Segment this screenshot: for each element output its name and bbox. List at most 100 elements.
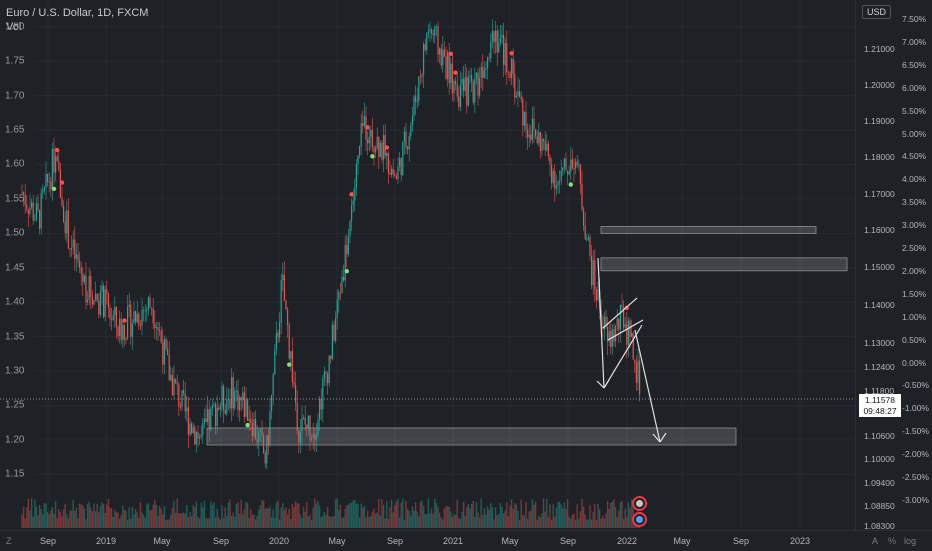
volume-bar	[90, 507, 92, 528]
price-chart[interactable]	[0, 0, 855, 530]
candle-body	[632, 332, 634, 360]
volume-bar	[30, 498, 33, 528]
volume-bar	[67, 518, 70, 528]
volume-bar	[58, 509, 60, 528]
log-scale-button[interactable]: log	[904, 536, 917, 546]
candle-body	[554, 171, 556, 189]
volume-bar	[453, 513, 455, 528]
candle-body	[461, 79, 463, 85]
earth-icon[interactable]	[632, 512, 647, 527]
time-scale[interactable]: Sep 2019 May Sep 2020 May Sep 2021 May Sep 2022 May…	[0, 530, 932, 551]
candle-body	[423, 44, 425, 75]
volume-bar	[493, 519, 495, 528]
volume-bar	[589, 505, 591, 528]
volume-bar	[213, 502, 215, 528]
volume-bar	[514, 503, 516, 528]
volume-bar	[586, 519, 588, 528]
signal-dot	[568, 182, 573, 187]
chart-area[interactable]: Euro / U.S. Dollar, 1D, FXCM Vol 1.80 1.7…	[0, 0, 855, 530]
volume-bar	[355, 503, 358, 528]
candle-body	[347, 236, 349, 255]
candle-body	[37, 203, 39, 211]
volume-bar	[562, 508, 564, 528]
symbol-title[interactable]: Euro / U.S. Dollar, 1D, FXCM	[6, 7, 149, 19]
candle-body	[579, 164, 581, 185]
volume-label[interactable]: Vol	[6, 21, 22, 33]
volume-bar	[555, 507, 558, 528]
currency-badge[interactable]: USD	[862, 5, 892, 19]
percent-scale-button[interactable]: %	[888, 536, 897, 546]
candle-body	[407, 146, 409, 150]
candle-body	[504, 43, 506, 66]
auto-scale-button[interactable]: A	[872, 536, 879, 546]
candle-body	[616, 318, 618, 326]
candle-body	[152, 308, 154, 324]
volume-bar	[542, 498, 545, 528]
candle-body	[498, 42, 500, 53]
volume-bar	[163, 506, 166, 528]
volume-bar	[208, 517, 210, 528]
volume-bar	[421, 500, 423, 528]
volume-bar	[146, 504, 148, 528]
volume-bar	[189, 512, 191, 528]
volume-bar	[250, 509, 252, 528]
candle-body	[295, 385, 297, 404]
candle-body	[405, 131, 407, 147]
candle-body	[557, 182, 559, 186]
volume-bar	[301, 517, 303, 528]
left-tick-label: 1.75	[5, 55, 25, 67]
volume-bar	[518, 519, 521, 528]
volume-bar	[384, 518, 386, 528]
candle-body	[82, 273, 84, 283]
volume-bar	[214, 517, 217, 528]
candle-body	[451, 63, 453, 94]
volume-bar	[272, 509, 274, 528]
candle-body	[373, 146, 375, 153]
volume-bar	[262, 500, 265, 528]
volume-bar	[357, 503, 359, 528]
volume-bar	[230, 515, 233, 528]
signal-dots	[51, 51, 629, 428]
percent-tick-label: -1.00%	[902, 403, 929, 414]
candle-body	[429, 29, 431, 32]
zoom-reset-button[interactable]: Z	[6, 536, 12, 546]
volume-bar	[309, 514, 311, 528]
signal-dot	[384, 145, 389, 150]
percent-tick-label: 5.00%	[902, 128, 927, 139]
symbol-legend[interactable]: Euro / U.S. Dollar, 1D, FXCM Vol	[6, 6, 148, 34]
candle-body	[595, 289, 597, 301]
candle-body	[307, 415, 309, 429]
trend-line	[596, 380, 605, 389]
event-flag-icon[interactable]	[632, 496, 647, 511]
volume-bar	[64, 503, 66, 528]
candle-body	[450, 63, 452, 84]
candle-body	[175, 378, 177, 383]
volume-bar	[445, 506, 447, 528]
volume-bar	[522, 514, 524, 528]
volume-bar	[544, 511, 546, 528]
volume-bar	[270, 516, 273, 528]
candle-body	[335, 318, 337, 341]
candle-body	[162, 342, 164, 365]
volume-bar	[437, 506, 439, 528]
volume-bar	[94, 511, 97, 528]
volume-bar	[598, 509, 601, 528]
candle-body	[317, 419, 319, 435]
candle-body	[418, 76, 420, 102]
candle-body	[487, 57, 489, 69]
candle-body	[139, 325, 141, 327]
volume-bar	[546, 498, 548, 528]
zone-rectangle	[600, 257, 848, 272]
price-scale[interactable]: USD 1.21000 1.20000 1.19000 1.18000 1.17000 1…	[855, 0, 932, 531]
candle-body	[370, 129, 372, 137]
candle-body	[402, 141, 404, 176]
candle-body	[141, 310, 143, 326]
volume-bar	[62, 509, 65, 528]
volume-bar	[69, 510, 71, 528]
volume-bar	[619, 502, 622, 528]
time-tick-label: 2019	[95, 536, 117, 546]
candle-body	[411, 116, 413, 126]
candle-body	[34, 218, 36, 221]
candle-body	[215, 404, 217, 426]
volume-bar	[269, 506, 271, 528]
